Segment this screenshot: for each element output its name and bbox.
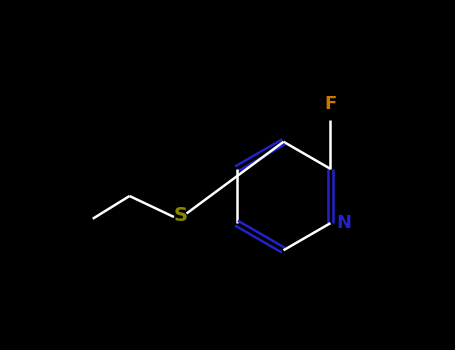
Text: F: F (324, 95, 337, 113)
Text: N: N (337, 214, 352, 232)
Text: S: S (173, 206, 187, 225)
